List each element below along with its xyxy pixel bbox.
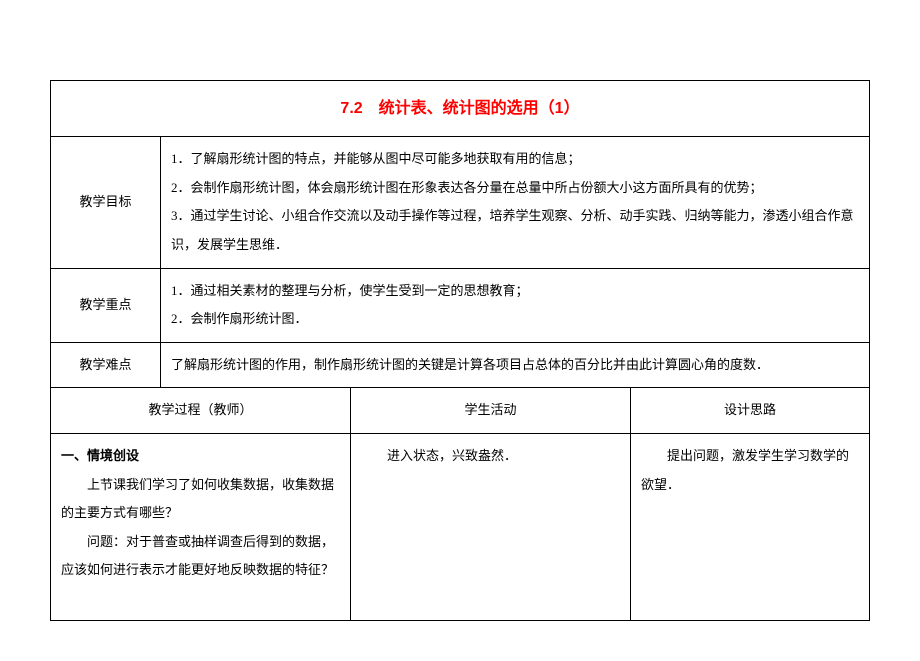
keypoint-line-2: 2．会制作扇形统计图． xyxy=(171,305,859,334)
goal-line-1: 1．了解扇形统计图的特点，并能够从图中尽可能多地获取有用的信息； xyxy=(171,145,859,174)
activity-content: 进入状态，兴致盎然． xyxy=(351,433,631,620)
goal-content: 1．了解扇形统计图的特点，并能够从图中尽可能多地获取有用的信息； 2．会制作扇形… xyxy=(161,137,870,268)
process-p1: 上节课我们学习了如何收集数据，收集数据的主要方式有哪些？ xyxy=(61,471,340,528)
title-row: 7.2 统计表、统计图的选用（1） xyxy=(51,81,870,137)
title-cell: 7.2 统计表、统计图的选用（1） xyxy=(51,81,870,137)
process-header: 教学过程（教师） xyxy=(51,388,351,434)
keypoint-content: 1．通过相关素材的整理与分析，使学生受到一定的思想教育； 2．会制作扇形统计图． xyxy=(161,268,870,342)
goal-row: 教学目标 1．了解扇形统计图的特点，并能够从图中尽可能多地获取有用的信息； 2．… xyxy=(51,137,870,268)
design-header: 设计思路 xyxy=(631,388,870,434)
difficulty-row: 教学难点 了解扇形统计图的作用，制作扇形统计图的关键是计算各项目占总体的百分比并… xyxy=(51,342,870,388)
goal-line-2: 2．会制作扇形统计图，体会扇形统计图在形象表达各分量在总量中所占份额大小这方面所… xyxy=(171,174,859,203)
keypoint-label: 教学重点 xyxy=(51,268,161,342)
goal-label: 教学目标 xyxy=(51,137,161,268)
activity-header: 学生活动 xyxy=(351,388,631,434)
goal-line-3: 3．通过学生讨论、小组合作交流以及动手操作等过程，培养学生观察、分析、动手实践、… xyxy=(171,202,859,259)
lesson-plan-table: 7.2 统计表、统计图的选用（1） 教学目标 1．了解扇形统计图的特点，并能够从… xyxy=(50,80,870,621)
activity-text: 进入状态，兴致盎然． xyxy=(361,442,620,471)
process-heading: 一、情境创设 xyxy=(61,442,340,471)
keypoint-line-1: 1．通过相关素材的整理与分析，使学生受到一定的思想教育； xyxy=(171,277,859,306)
body-row: 一、情境创设 上节课我们学习了如何收集数据，收集数据的主要方式有哪些？ 问题：对… xyxy=(51,433,870,620)
difficulty-content: 了解扇形统计图的作用，制作扇形统计图的关键是计算各项目占总体的百分比并由此计算圆… xyxy=(161,342,870,388)
keypoint-row: 教学重点 1．通过相关素材的整理与分析，使学生受到一定的思想教育； 2．会制作扇… xyxy=(51,268,870,342)
difficulty-label: 教学难点 xyxy=(51,342,161,388)
design-text: 提出问题，激发学生学习数学的欲望． xyxy=(641,442,859,499)
sub-header-row: 教学过程（教师） 学生活动 设计思路 xyxy=(51,388,870,434)
page-container: 7.2 统计表、统计图的选用（1） 教学目标 1．了解扇形统计图的特点，并能够从… xyxy=(0,0,920,661)
design-content: 提出问题，激发学生学习数学的欲望． xyxy=(631,433,870,620)
process-content: 一、情境创设 上节课我们学习了如何收集数据，收集数据的主要方式有哪些？ 问题：对… xyxy=(51,433,351,620)
process-p2: 问题：对于普查或抽样调查后得到的数据，应该如何进行表示才能更好地反映数据的特征？ xyxy=(61,528,340,585)
